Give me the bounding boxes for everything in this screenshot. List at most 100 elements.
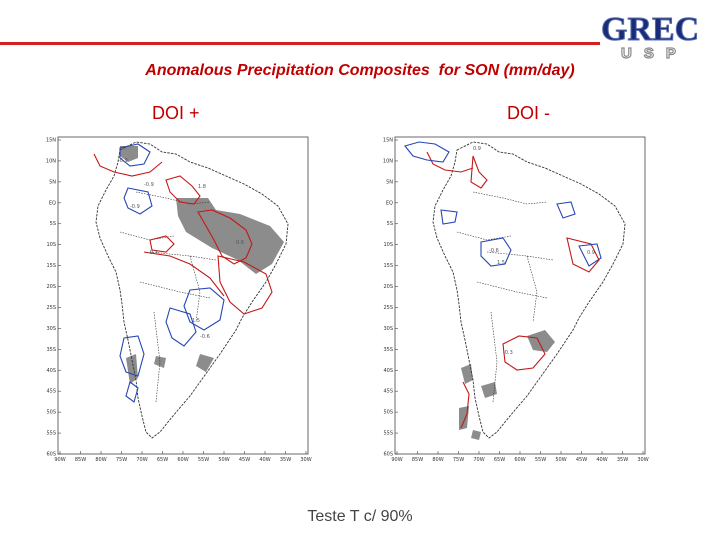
latitude-tick-label: 55S	[383, 431, 393, 437]
negative-contour-line	[404, 141, 450, 163]
longitude-tick-label: 65W	[494, 457, 505, 463]
map-frame	[394, 136, 646, 455]
significance-shade-region	[196, 354, 214, 372]
latitude-tick-label: 10N	[46, 158, 56, 164]
contour-value-label: -0.9	[118, 158, 128, 164]
panel-label-doi-positive: DOI +	[152, 103, 200, 123]
positive-contour-line	[165, 175, 201, 205]
longitude-tick-labels: 90W 85W 80W 75W 70W 65W 60W 55W 50W 45W 40W 35W 30W	[391, 451, 649, 463]
significance-shade-region	[461, 364, 473, 384]
positive-anomaly-contours	[93, 153, 273, 315]
negative-contour-line	[440, 209, 458, 225]
significance-shade-region	[459, 406, 469, 430]
panel-label-doi-negative: DOI -	[507, 103, 550, 123]
negative-contour-line	[165, 307, 197, 347]
map-panel-doi-negative: 15N 10N 5N EQ 5S 10S 15S 20S 25S 30S 35S 40S 45S 50S 5…	[377, 132, 649, 463]
positive-contour-line	[460, 381, 470, 429]
country-borders	[456, 191, 554, 403]
negative-contour-line	[183, 287, 225, 331]
latitude-tick-label: 10S	[383, 242, 393, 248]
latitude-tick-labels: 15N 10N 5N EQ 5S 10S 15S 20S 25S 30S 35S 40S 45S 50S 5…	[46, 138, 61, 458]
longitude-tick-label: 80W	[432, 457, 443, 463]
latitude-tick-label: 30S	[383, 326, 393, 332]
latitude-tick-label: 25S	[46, 305, 56, 311]
map-panel-doi-positive: 15N 10N 5N EQ 5S 10S 15S 20S 25S 30S 35S 40S 45S 50S 5…	[40, 132, 312, 463]
latitude-tick-label: 20S	[46, 284, 56, 290]
significance-shade-region	[527, 330, 555, 352]
latitude-tick-label: 30S	[46, 326, 56, 332]
significance-shade-region	[481, 382, 497, 398]
map-svg: 15N 10N 5N EQ 5S 10S 15S 20S 25S 30S 35S 40S 45S 50S 5…	[46, 136, 312, 463]
negative-anomaly-contours	[119, 143, 225, 403]
latitude-tick-label: 5S	[387, 221, 393, 227]
latitude-tick-label: 50S	[383, 410, 393, 416]
positive-contour-line	[143, 251, 225, 297]
longitude-tick-label: 40W	[596, 457, 607, 463]
negative-contour-line	[119, 143, 151, 167]
latitude-tick-label: 5S	[50, 221, 56, 227]
longitude-tick-label: 45W	[239, 457, 250, 463]
longitude-tick-label: 30W	[637, 457, 648, 463]
latitude-tick-label: 60S	[383, 452, 393, 458]
latitude-tick-label: 15S	[383, 263, 393, 269]
positive-contour-line	[93, 153, 163, 177]
grec-usp-logo: GREC USP	[597, 6, 715, 63]
longitude-tick-label: 60W	[177, 457, 188, 463]
latitude-tick-label: 40S	[46, 368, 56, 374]
longitude-tick-label: 80W	[95, 457, 106, 463]
latitude-tick-label: EQ	[49, 200, 56, 206]
longitude-tick-label: 70W	[473, 457, 484, 463]
latitude-tick-label: 60S	[46, 452, 56, 458]
longitude-tick-label: 90W	[391, 457, 402, 463]
positive-contour-line	[470, 155, 488, 189]
negative-contour-line	[123, 187, 153, 215]
coastline-south-america	[95, 141, 289, 439]
contour-value-label: -0.9	[130, 204, 140, 210]
longitude-tick-label: 35W	[617, 457, 628, 463]
significance-shade-region	[154, 356, 166, 368]
longitude-tick-label: 30W	[300, 457, 311, 463]
latitude-tick-label: 45S	[46, 389, 56, 395]
longitude-tick-label: 50W	[555, 457, 566, 463]
longitude-tick-label: 70W	[136, 457, 147, 463]
contour-value-label: -0.3	[148, 250, 158, 256]
latitude-tick-label: 15S	[46, 263, 56, 269]
significance-shading	[120, 146, 284, 384]
contour-value-labels: -0.9 -0.9 -0.9 1.8 0.6 -0.3 1.5 -0.6	[118, 158, 244, 340]
latitude-tick-label: 25S	[383, 305, 393, 311]
longitude-tick-label: 55W	[198, 457, 209, 463]
positive-contour-line	[149, 235, 175, 253]
latitude-tick-label: 20S	[383, 284, 393, 290]
longitude-tick-label: 35W	[280, 457, 291, 463]
longitude-tick-label: 85W	[75, 457, 86, 463]
latitude-tick-labels: 15N 10N 5N EQ 5S 10S 15S 20S 25S 30S 35S 40S 45S 50S 5…	[383, 138, 398, 458]
logo-wordmark: GREC	[601, 11, 699, 48]
contour-value-label: 0.9	[473, 146, 481, 152]
longitude-tick-label: 45W	[576, 457, 587, 463]
negative-contour-line	[125, 381, 139, 403]
negative-contour-line	[480, 237, 512, 267]
contour-value-label: 1.8	[198, 184, 206, 190]
latitude-tick-label: 15N	[383, 138, 393, 144]
positive-contour-line	[566, 237, 600, 273]
negative-contour-line	[578, 243, 602, 267]
logo-subtext: USP	[621, 45, 688, 62]
contour-value-label: -0.9	[144, 182, 154, 188]
contour-value-label: 1.5	[497, 260, 505, 266]
negative-anomaly-contours	[404, 141, 602, 267]
map-frame	[57, 136, 309, 455]
longitude-tick-label: 60W	[514, 457, 525, 463]
contour-value-label: 0.9	[587, 250, 595, 256]
longitude-tick-label: 85W	[412, 457, 423, 463]
coastline-south-america	[432, 141, 626, 439]
latitude-tick-label: 10S	[46, 242, 56, 248]
longitude-tick-label: 75W	[453, 457, 464, 463]
significance-shade-region	[471, 430, 481, 440]
latitude-tick-label: 40S	[383, 368, 393, 374]
page-title: Anomalous Precipitation Composites for S…	[145, 62, 575, 79]
negative-contour-line	[556, 201, 576, 219]
latitude-tick-label: 35S	[46, 347, 56, 353]
positive-contour-line	[426, 151, 474, 173]
contour-value-label: 1.5	[192, 318, 200, 324]
header-rule	[0, 42, 600, 45]
